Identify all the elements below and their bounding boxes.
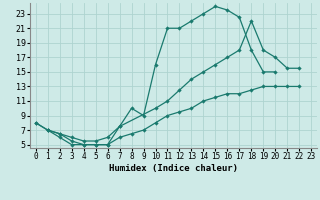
X-axis label: Humidex (Indice chaleur): Humidex (Indice chaleur) [109, 164, 238, 173]
